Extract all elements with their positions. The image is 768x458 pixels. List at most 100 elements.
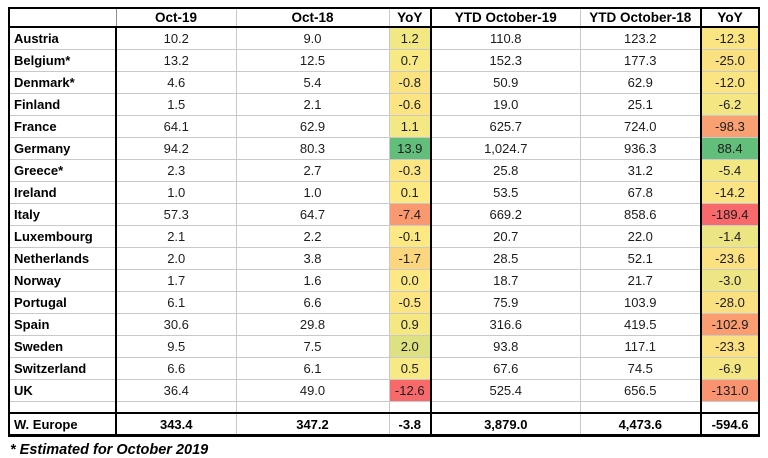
- cell-yoy: 0.1: [389, 181, 432, 204]
- cell-ytd-oct18: 103.9: [580, 291, 702, 314]
- cell-ytd-yoy: -594.6: [701, 412, 759, 436]
- row-label: Portugal: [9, 291, 117, 314]
- table-row: Belgium* 13.2 12.5 0.7 152.3 177.3 -25.0: [9, 49, 759, 72]
- cell-ytd-oct18: 52.1: [580, 247, 702, 270]
- cell-ytd-oct18: 656.5: [580, 379, 702, 402]
- cell-yoy: -0.1: [389, 225, 432, 248]
- cell-ytd-yoy: -6.9: [701, 357, 759, 380]
- table-row: Austria 10.2 9.0 1.2 110.8 123.2 -12.3: [9, 26, 759, 50]
- col-header-oct-19: Oct-19: [116, 8, 237, 28]
- cell-ytd-yoy: -1.4: [701, 225, 759, 248]
- table-row: Spain 30.6 29.8 0.9 316.6 419.5 -102.9: [9, 313, 759, 336]
- cell-ytd-oct19: 75.9: [431, 291, 581, 314]
- cell-ytd-oct19: 28.5: [431, 247, 581, 270]
- cell-ytd-oct18: 21.7: [580, 269, 702, 292]
- cell-oct18: 2.1: [236, 93, 390, 116]
- table-row: Finland 1.5 2.1 -0.6 19.0 25.1 -6.2: [9, 93, 759, 116]
- cell-oct19: 6.1: [116, 291, 237, 314]
- cell-ytd-oct18: 25.1: [580, 93, 702, 116]
- cell-ytd-yoy: -6.2: [701, 93, 759, 116]
- western-europe-registrations-table: Oct-19 Oct-18 YoY YTD October-19 YTD Oct…: [8, 7, 760, 437]
- cell-oct18: 347.2: [236, 412, 390, 436]
- cell-ytd-yoy: -3.0: [701, 269, 759, 292]
- col-header-yoy: YoY: [389, 8, 432, 28]
- cell-ytd-oct18: 936.3: [580, 137, 702, 160]
- cell-yoy: 1.2: [389, 26, 432, 50]
- footnote: * Estimated for October 2019: [10, 442, 209, 458]
- row-label: UK: [9, 379, 117, 402]
- row-label: Norway: [9, 269, 117, 292]
- cell-ytd-oct18: 419.5: [580, 313, 702, 336]
- cell-oct19: 10.2: [116, 26, 237, 50]
- table-row: France 64.1 62.9 1.1 625.7 724.0 -98.3: [9, 115, 759, 138]
- cell-ytd-oct19: [431, 401, 581, 413]
- row-label: Belgium*: [9, 49, 117, 72]
- cell-ytd-oct19: 525.4: [431, 379, 581, 402]
- col-header-ytd-yoy: YoY: [701, 8, 759, 28]
- cell-yoy: 0.7: [389, 49, 432, 72]
- cell-ytd-oct19: 19.0: [431, 93, 581, 116]
- cell-oct19: 13.2: [116, 49, 237, 72]
- cell-yoy: 0.5: [389, 357, 432, 380]
- cell-ytd-oct18: 123.2: [580, 26, 702, 50]
- cell-oct19: 2.1: [116, 225, 237, 248]
- cell-yoy: 13.9: [389, 137, 432, 160]
- cell-oct19: 36.4: [116, 379, 237, 402]
- cell-oct18: 29.8: [236, 313, 390, 336]
- cell-yoy: -7.4: [389, 203, 432, 226]
- cell-oct18: 49.0: [236, 379, 390, 402]
- cell-ytd-oct19: 67.6: [431, 357, 581, 380]
- cell-yoy: -0.6: [389, 93, 432, 116]
- cell-oct18: 80.3: [236, 137, 390, 160]
- cell-ytd-yoy: -28.0: [701, 291, 759, 314]
- cell-oct18: 62.9: [236, 115, 390, 138]
- cell-oct18: 12.5: [236, 49, 390, 72]
- registrations-table-page: Oct-19 Oct-18 YoY YTD October-19 YTD Oct…: [8, 7, 760, 458]
- cell-oct19: 57.3: [116, 203, 237, 226]
- cell-oct19: 1.7: [116, 269, 237, 292]
- cell-ytd-oct18: [580, 401, 702, 413]
- cell-ytd-oct19: 625.7: [431, 115, 581, 138]
- cell-ytd-oct18: 62.9: [580, 71, 702, 94]
- cell-ytd-yoy: -102.9: [701, 313, 759, 336]
- cell-oct18: 5.4: [236, 71, 390, 94]
- row-label: Netherlands: [9, 247, 117, 270]
- row-label: Germany: [9, 137, 117, 160]
- cell-ytd-yoy: -23.3: [701, 335, 759, 358]
- cell-yoy: -0.8: [389, 71, 432, 94]
- table-row: Denmark* 4.6 5.4 -0.8 50.9 62.9 -12.0: [9, 71, 759, 94]
- cell-yoy: -1.7: [389, 247, 432, 270]
- row-label: Greece*: [9, 159, 117, 182]
- cell-oct18: 6.1: [236, 357, 390, 380]
- header-row: Oct-19 Oct-18 YoY YTD October-19 YTD Oct…: [9, 8, 759, 28]
- cell-ytd-oct19: 316.6: [431, 313, 581, 336]
- cell-ytd-yoy: -25.0: [701, 49, 759, 72]
- cell-ytd-oct19: 152.3: [431, 49, 581, 72]
- row-label: Denmark*: [9, 71, 117, 94]
- cell-yoy: -12.6: [389, 379, 432, 402]
- cell-ytd-oct19: 18.7: [431, 269, 581, 292]
- cell-oct19: 1.5: [116, 93, 237, 116]
- col-header-ytd-october-18: YTD October-18: [580, 8, 702, 28]
- cell-ytd-yoy: -131.0: [701, 379, 759, 402]
- cell-ytd-oct19: 53.5: [431, 181, 581, 204]
- cell-yoy: [389, 401, 432, 413]
- col-header-ytd-october-19: YTD October-19: [431, 8, 581, 28]
- cell-ytd-oct18: 67.8: [580, 181, 702, 204]
- table-row: Netherlands 2.0 3.8 -1.7 28.5 52.1 -23.6: [9, 247, 759, 270]
- cell-oct19: 2.3: [116, 159, 237, 182]
- row-label: W. Europe: [9, 412, 117, 436]
- cell-ytd-oct19: 20.7: [431, 225, 581, 248]
- corner-header-cell: [9, 8, 117, 28]
- cell-oct18: 2.7: [236, 159, 390, 182]
- cell-yoy: -3.8: [389, 412, 432, 436]
- spacer-row: [9, 401, 759, 413]
- cell-ytd-oct19: 669.2: [431, 203, 581, 226]
- cell-yoy: -0.5: [389, 291, 432, 314]
- table-row: Germany 94.2 80.3 13.9 1,024.7 936.3 88.4: [9, 137, 759, 160]
- cell-yoy: 2.0: [389, 335, 432, 358]
- table-row: Norway 1.7 1.6 0.0 18.7 21.7 -3.0: [9, 269, 759, 292]
- cell-oct19: [116, 401, 237, 413]
- cell-ytd-yoy: -5.4: [701, 159, 759, 182]
- cell-ytd-oct18: 117.1: [580, 335, 702, 358]
